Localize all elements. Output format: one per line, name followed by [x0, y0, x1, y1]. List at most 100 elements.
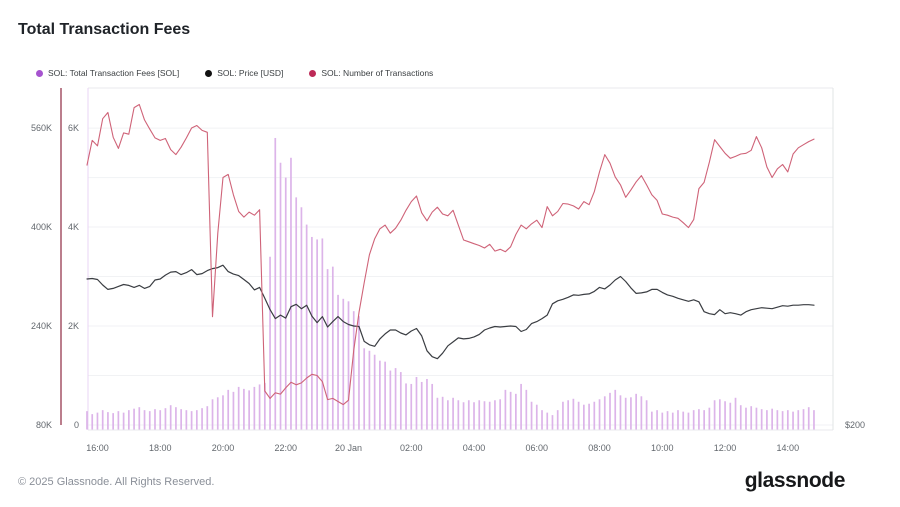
- transactions-tick-label: 240K: [31, 321, 52, 331]
- fee-bar: [671, 412, 674, 430]
- fee-bar: [394, 368, 397, 430]
- price-line-series[interactable]: [86, 264, 815, 360]
- price-tick-label: $200: [845, 420, 865, 430]
- fee-bar: [488, 401, 491, 430]
- fee-bar: [305, 224, 308, 430]
- plot-borders: [60, 87, 834, 431]
- fee-bar: [713, 400, 716, 430]
- y-axis-labels: 560K 400K 240K 80K 6K 4K 2K 0 $200: [31, 123, 865, 430]
- fee-bar: [494, 400, 496, 430]
- fee-bar: [368, 350, 371, 430]
- fee-bar: [588, 403, 590, 430]
- fees-tick-label: 2K: [68, 321, 79, 331]
- legend-item-transactions[interactable]: SOL: Number of Transactions: [309, 68, 433, 78]
- fee-bar: [321, 238, 324, 430]
- fee-bar: [797, 410, 800, 430]
- fee-bar: [96, 412, 99, 430]
- fee-bar: [755, 407, 758, 430]
- fee-bar: [535, 404, 538, 430]
- x-tick-label: 22:00: [274, 443, 297, 453]
- fee-bar: [739, 405, 742, 430]
- x-tick-label: 20 Jan: [335, 443, 362, 453]
- fee-bar: [86, 411, 88, 430]
- fee-bar: [515, 393, 517, 430]
- fee-bar: [645, 400, 648, 430]
- fee-bar: [447, 400, 449, 430]
- fee-bar: [467, 400, 470, 430]
- transactions-tick-label: 400K: [31, 222, 52, 232]
- fee-bar: [243, 388, 245, 430]
- fee-bar: [379, 360, 381, 430]
- fee-bar: [703, 410, 705, 430]
- transactions-tick-label: 560K: [31, 123, 52, 133]
- fee-bar: [373, 354, 376, 430]
- price-series-dot-icon: [205, 69, 213, 77]
- fees-series-dot-icon: [36, 69, 43, 77]
- fee-bar: [410, 383, 413, 430]
- fee-bar: [107, 412, 109, 430]
- fee-bar: [436, 397, 439, 430]
- legend-label-price: SOL: Price [USD]: [217, 68, 284, 78]
- fees-bars-series[interactable]: [86, 137, 815, 430]
- fee-bar: [630, 397, 632, 430]
- x-tick-label: 10:00: [651, 443, 674, 453]
- plot-area[interactable]: [88, 88, 833, 430]
- fee-bar: [760, 409, 763, 430]
- legend-label-transactions: SOL: Number of Transactions: [321, 68, 434, 78]
- transactions-line-series[interactable]: [86, 103, 815, 406]
- fee-bar: [499, 399, 502, 430]
- fee-bar: [311, 236, 313, 430]
- fee-bar: [290, 157, 292, 430]
- fee-bar: [148, 411, 151, 430]
- fee-bar: [786, 410, 789, 430]
- fee-bar: [661, 412, 664, 430]
- x-tick-label: 04:00: [463, 443, 486, 453]
- x-tick-label: 14:00: [777, 443, 800, 453]
- fee-bar: [483, 401, 486, 430]
- fee-bar: [530, 401, 533, 430]
- legend-item-fees[interactable]: SOL: Total Transaction Fees [SOL]: [36, 68, 179, 78]
- fee-bar: [682, 411, 685, 430]
- gridlines: [88, 127, 833, 426]
- fee-bar: [650, 411, 653, 430]
- fee-bar: [556, 410, 559, 430]
- fee-bar: [420, 381, 423, 430]
- fee-bar: [478, 400, 481, 430]
- fee-bar: [133, 408, 135, 430]
- fee-bar: [101, 410, 104, 430]
- fee-bar: [619, 395, 622, 430]
- fee-bar: [269, 256, 271, 430]
- fee-bar: [122, 412, 125, 430]
- fee-bar: [692, 410, 695, 430]
- fee-bar: [295, 197, 298, 430]
- fee-bar: [195, 410, 198, 430]
- fee-bar: [342, 298, 345, 430]
- fee-bar: [248, 390, 250, 430]
- fee-bar: [138, 407, 141, 430]
- x-tick-label: 16:00: [86, 443, 109, 453]
- x-tick-label: 08:00: [588, 443, 611, 453]
- x-axis-labels: 16:00 18:00 20:00 22:00 20 Jan 02:00 04:00 06:0…: [86, 443, 799, 453]
- chart-legend: SOL: Total Transaction Fees [SOL] SOL: P…: [36, 68, 433, 78]
- fee-bar: [807, 407, 810, 430]
- fee-bar: [750, 406, 753, 430]
- fee-bar: [175, 407, 177, 430]
- fee-bar: [562, 401, 564, 430]
- fee-bar: [724, 401, 726, 430]
- fee-bar: [253, 386, 256, 430]
- fee-bar: [551, 415, 554, 430]
- legend-item-price[interactable]: SOL: Price [USD]: [205, 68, 283, 78]
- fee-bar: [766, 410, 768, 430]
- fee-bar: [624, 397, 627, 430]
- x-tick-label: 18:00: [149, 443, 172, 453]
- fee-bar: [614, 389, 617, 430]
- fee-bar: [154, 409, 156, 430]
- fee-bar: [813, 410, 815, 430]
- fee-bar: [687, 412, 690, 430]
- fee-bar: [279, 162, 282, 430]
- fee-bar: [677, 410, 679, 430]
- fee-bar: [232, 391, 235, 430]
- glassnode-logo: glassnode: [744, 469, 846, 492]
- fee-bar: [384, 361, 386, 430]
- fee-bar: [457, 400, 460, 430]
